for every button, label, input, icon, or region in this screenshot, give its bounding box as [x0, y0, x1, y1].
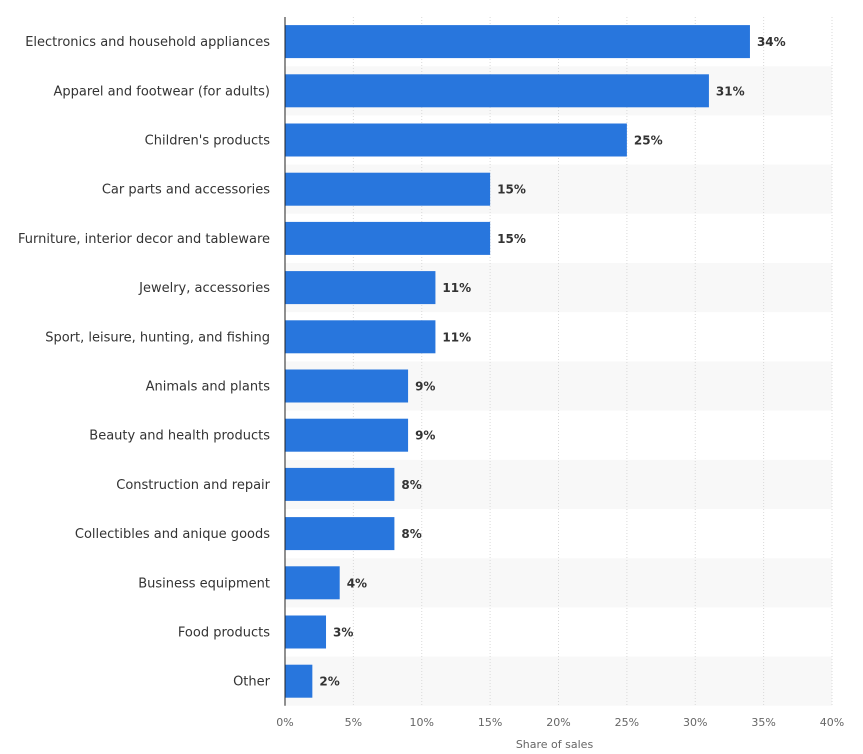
bar[interactable]: [285, 25, 750, 59]
x-tick-label: 15%: [478, 716, 502, 729]
category-label: Beauty and health products: [89, 429, 270, 444]
bar[interactable]: [285, 566, 340, 600]
bar[interactable]: [285, 418, 409, 452]
category-label: Collectibles and anique goods: [75, 527, 270, 542]
x-axis-title: Share of sales: [516, 738, 594, 751]
data-label: 11%: [442, 281, 471, 295]
bar[interactable]: [285, 172, 491, 206]
bar[interactable]: [285, 74, 709, 108]
category-label: Other: [233, 675, 271, 690]
bar[interactable]: [285, 664, 313, 698]
data-label: 31%: [716, 84, 745, 98]
value-labels: 34% 31% 25% 15% 15% 11% 11% 9% 9% 8% 8% 4% 3% 2%: [319, 35, 785, 689]
x-tick-label: 10%: [410, 716, 434, 729]
x-tick-label: 40%: [820, 716, 844, 729]
bar[interactable]: [285, 615, 327, 649]
x-tick-label: 5%: [345, 716, 362, 729]
x-tick-label: 35%: [751, 716, 775, 729]
data-label: 25%: [634, 134, 663, 148]
category-labels: Electronics and household appliances Appa…: [18, 35, 271, 690]
x-tick-labels: 0% 5% 10% 15% 20% 25% 30% 35% 40%: [276, 716, 844, 729]
data-label: 9%: [415, 429, 435, 443]
category-label: Animals and plants: [146, 380, 271, 395]
row-band: [285, 656, 832, 706]
data-label: 4%: [347, 576, 367, 590]
data-label: 8%: [401, 527, 421, 541]
bar[interactable]: [285, 517, 395, 551]
x-tick-label: 0%: [276, 716, 293, 729]
category-label: Sport, leisure, hunting, and fishing: [45, 330, 270, 345]
data-label: 34%: [757, 35, 786, 49]
bars: [285, 25, 750, 698]
data-label: 15%: [497, 232, 526, 246]
bar[interactable]: [285, 369, 409, 403]
category-label: Apparel and footwear (for adults): [54, 84, 271, 99]
category-label: Children's products: [145, 134, 271, 149]
category-label: Furniture, interior decor and tableware: [18, 232, 270, 247]
data-label: 2%: [319, 675, 339, 689]
data-label: 9%: [415, 380, 435, 394]
category-label: Electronics and household appliances: [25, 35, 270, 50]
bar[interactable]: [285, 123, 627, 157]
data-label: 3%: [333, 626, 353, 640]
data-label: 11%: [442, 330, 471, 344]
category-label: Business equipment: [138, 576, 270, 591]
x-tick-label: 30%: [683, 716, 707, 729]
x-tick-label: 20%: [546, 716, 570, 729]
category-label: Food products: [178, 626, 270, 641]
category-label: Car parts and accessories: [102, 183, 270, 198]
data-label: 15%: [497, 183, 526, 197]
bar[interactable]: [285, 467, 395, 501]
bar[interactable]: [285, 271, 436, 305]
category-label: Construction and repair: [116, 478, 270, 493]
bar[interactable]: [285, 320, 436, 354]
data-label: 8%: [401, 478, 421, 492]
category-label: Jewelry, accessories: [138, 281, 270, 296]
x-tick-label: 25%: [615, 716, 639, 729]
bar[interactable]: [285, 221, 491, 255]
